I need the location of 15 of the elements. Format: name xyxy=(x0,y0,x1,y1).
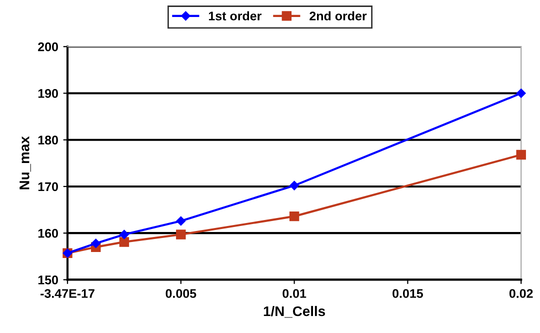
y-tick-label: 180 xyxy=(38,136,58,145)
x-tick-label: 0.02 xyxy=(509,289,533,298)
y-tick-label: 200 xyxy=(38,42,58,52)
x-tick-label: 0.01 xyxy=(282,289,306,298)
y-tick-label: 150 xyxy=(38,276,58,284)
y-tick-label: 160 xyxy=(38,228,58,238)
y-tick-label: 170 xyxy=(38,182,58,192)
y-axis-title: Nu_max xyxy=(20,136,31,190)
x-tick-label: 0.005 xyxy=(166,289,196,298)
x-tick-label: -3.47E-17 xyxy=(40,289,94,298)
x-tick-label: 0.015 xyxy=(392,289,423,298)
x-axis-title: 1/N_Cells xyxy=(264,306,325,318)
legend-label: 2nd order xyxy=(310,11,367,20)
y-tick-label: 190 xyxy=(38,89,58,98)
legend-label: 1st order xyxy=(208,11,262,20)
